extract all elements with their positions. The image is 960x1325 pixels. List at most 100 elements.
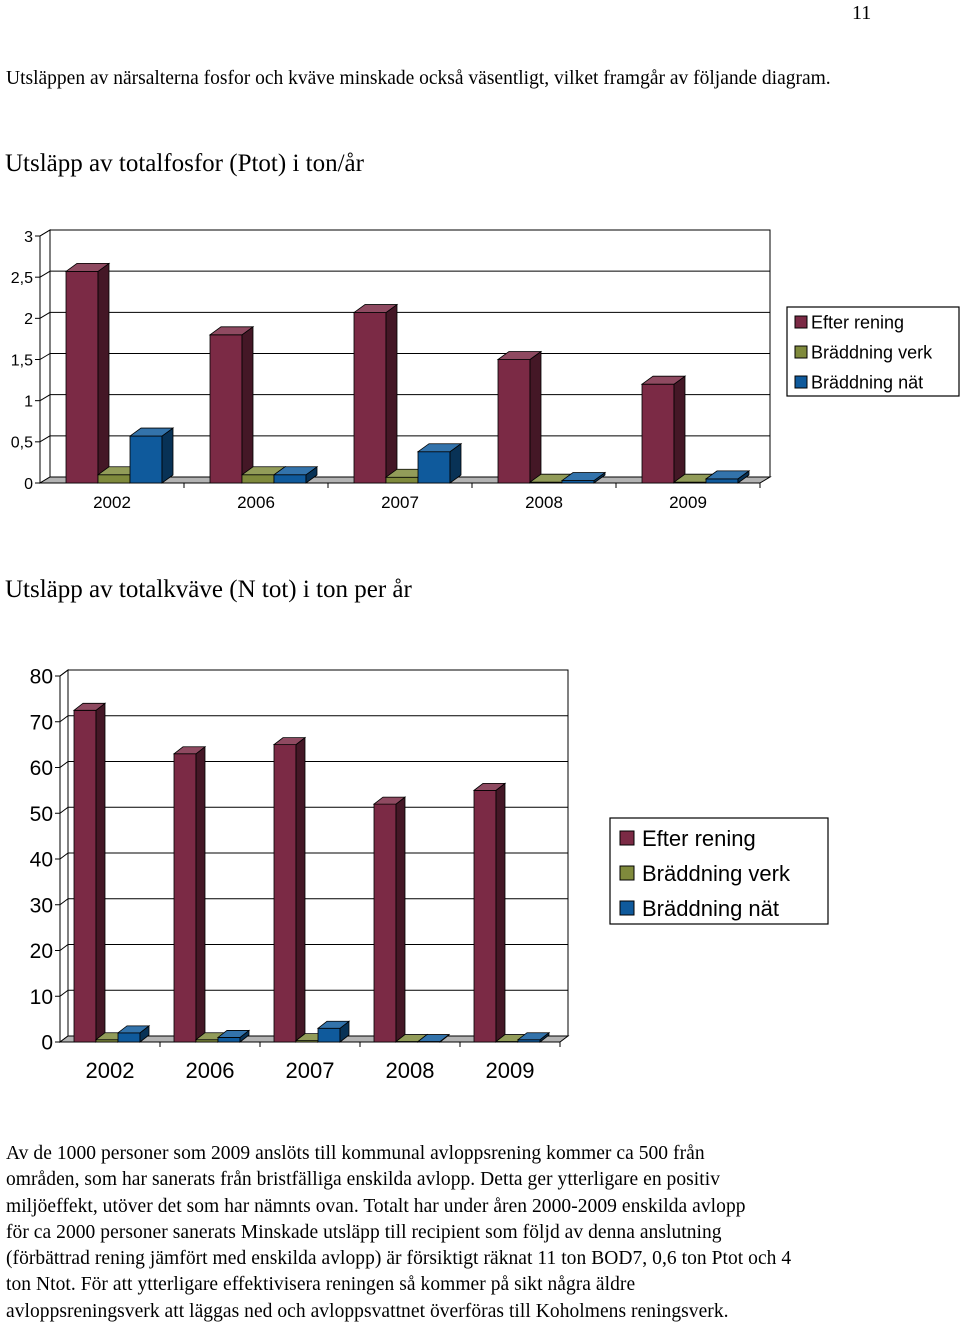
y-tick-label: 30 <box>30 894 53 917</box>
y-tick-label: 0 <box>41 1032 53 1055</box>
gridline-side <box>39 270 51 278</box>
x-category-label: 2006 <box>186 1058 235 1083</box>
bar-top <box>640 375 687 385</box>
bar-1-2-2 <box>316 1020 351 1043</box>
x-category-label: 2008 <box>525 493 563 512</box>
bar-1-0-0 <box>72 702 107 1043</box>
y-tick-label: 40 <box>30 849 53 872</box>
bar-front <box>273 744 297 1043</box>
bar-front <box>705 478 739 484</box>
bar-1-4-0 <box>472 782 507 1043</box>
bar-0-0-2 <box>128 427 175 484</box>
legend-swatch <box>619 865 635 881</box>
gridline-side <box>59 806 69 814</box>
legend-box <box>786 306 960 397</box>
bar-top <box>272 466 319 476</box>
phosphorus-chart: 0 0,5 1 1,5 2 2,5 3 2002 2006 2007 2008 2009 Efter r… <box>11 229 960 512</box>
gridline-side <box>59 852 69 860</box>
legend-box <box>609 817 829 925</box>
body-line: (förbättrad rening jämfört med enskilda … <box>6 1248 792 1270</box>
gridline-side <box>59 715 69 723</box>
bar-front <box>273 474 307 484</box>
bar-top <box>116 1025 151 1034</box>
y-tick-label: 60 <box>30 757 53 780</box>
legend-label: Efter rening <box>811 312 904 332</box>
bar-top <box>516 1032 551 1041</box>
legend-label: Bräddning nät <box>811 372 923 392</box>
bar-1-4-2 <box>516 1031 551 1043</box>
bar-0-3-0 <box>496 350 543 484</box>
y-tick-label: 1,5 <box>11 352 33 369</box>
bar-side <box>385 303 398 484</box>
legend-swatch <box>619 900 635 916</box>
y-tick-label: 2 <box>24 311 33 328</box>
gridline-side <box>39 394 51 402</box>
x-category-label: 2009 <box>669 493 707 512</box>
bar-1-1-0 <box>172 745 207 1043</box>
chart-title-phosphorus: Utsläpp av totalfosfor (Ptot) i ton/år <box>5 150 364 177</box>
body-line: för ca 2000 personer sanerats Minskade u… <box>6 1221 722 1243</box>
intro-paragraph: Utsläppen av närsalterna fosfor och kväv… <box>6 68 831 89</box>
x-category-label: 2007 <box>286 1058 335 1083</box>
y-tick-label: 70 <box>30 711 53 734</box>
bar-side <box>673 375 686 484</box>
x-category-label: 2002 <box>93 493 131 512</box>
bar-1-1-2 <box>216 1029 251 1043</box>
legend-label: Bräddning verk <box>642 861 791 886</box>
bar-front <box>373 803 397 1043</box>
legend-label: Bräddning nät <box>642 896 779 921</box>
bar-side <box>161 427 174 484</box>
bar-front <box>353 312 387 484</box>
bar-front <box>217 1037 241 1043</box>
bar-top <box>352 304 399 313</box>
bar-0-2-0 <box>352 303 399 484</box>
gridline-side <box>59 669 69 677</box>
bar-side <box>241 326 254 484</box>
legend-label: Bräddning verk <box>811 342 933 362</box>
bar-front <box>73 709 97 1043</box>
bar-side <box>97 262 110 484</box>
y-tick-label: 80 <box>30 666 53 689</box>
bar-top <box>472 782 507 791</box>
bar-front <box>65 271 99 484</box>
bar-side <box>395 796 406 1043</box>
bar-0-1-2 <box>272 465 319 484</box>
x-category-label: 2002 <box>86 1058 135 1083</box>
gridline-side <box>59 761 69 768</box>
bar-0-0-0 <box>64 262 111 484</box>
y-tick-label: 50 <box>30 803 53 826</box>
gridline-side <box>59 944 69 951</box>
nitrogen-chart: 0 10 20 30 40 50 60 70 80 2002 2006 2007 2008 2009 Eft… <box>30 666 829 1083</box>
bar-side <box>195 745 206 1043</box>
bar-front <box>417 451 451 484</box>
bar-side <box>95 702 106 1043</box>
y-tick-label: 3 <box>24 229 33 246</box>
x-category-label: 2008 <box>386 1058 435 1083</box>
page-number: 11 <box>852 2 872 24</box>
bar-side <box>495 782 506 1043</box>
bar-front <box>129 435 163 484</box>
gridline-side <box>59 898 69 906</box>
bar-top <box>128 427 175 437</box>
bar-0-2-2 <box>416 442 463 484</box>
gridline-side <box>39 311 51 319</box>
bar-front <box>385 476 419 484</box>
y-tick-label: 1 <box>24 393 33 410</box>
bar-front <box>473 789 497 1043</box>
body-paragraph: Av de 1000 personer som 2009 anslöts til… <box>6 1141 921 1325</box>
bar-top <box>72 702 107 711</box>
bar-top <box>372 796 407 805</box>
body-line: ton Ntot. För att ytterligare effektivis… <box>6 1274 636 1296</box>
y-tick-label: 0,5 <box>11 435 33 452</box>
bar-top <box>272 737 307 746</box>
x-category-label: 2006 <box>237 493 275 512</box>
bar-top <box>316 1020 351 1029</box>
bar-top <box>496 351 543 360</box>
bar-1-0-2 <box>116 1025 151 1043</box>
bar-0-1-0 <box>208 326 255 484</box>
bar-front <box>317 1027 341 1043</box>
gridline-side <box>39 435 51 443</box>
body-line: områden, som har sanerats från bristfäll… <box>6 1169 720 1191</box>
bar-top <box>172 746 207 755</box>
bar-side <box>529 350 542 484</box>
